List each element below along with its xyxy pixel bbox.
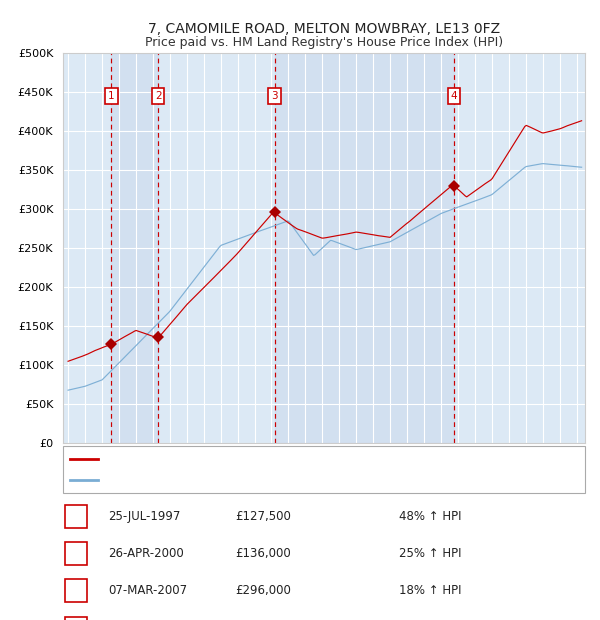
Text: 4: 4	[451, 91, 457, 100]
Text: 7, CAMOMILE ROAD, MELTON MOWBRAY, LE13 0FZ (detached house): 7, CAMOMILE ROAD, MELTON MOWBRAY, LE13 0…	[103, 454, 461, 464]
Text: 25% ↑ HPI: 25% ↑ HPI	[399, 547, 461, 560]
Text: 1: 1	[108, 91, 115, 100]
Text: 07-MAR-2007: 07-MAR-2007	[108, 585, 187, 597]
Text: 2: 2	[73, 549, 79, 559]
Bar	[275, 53, 454, 443]
Bar	[112, 53, 158, 443]
Text: 7, CAMOMILE ROAD, MELTON MOWBRAY, LE13 0FZ: 7, CAMOMILE ROAD, MELTON MOWBRAY, LE13 0…	[148, 22, 500, 36]
Text: HPI: Average price, detached house, Melton: HPI: Average price, detached house, Melt…	[103, 475, 331, 485]
Text: 26-APR-2000: 26-APR-2000	[108, 547, 184, 560]
Text: 3: 3	[271, 91, 278, 100]
Text: £127,500: £127,500	[235, 510, 291, 523]
Text: Price paid vs. HM Land Registry's House Price Index (HPI): Price paid vs. HM Land Registry's House …	[145, 36, 503, 49]
Text: £136,000: £136,000	[235, 547, 291, 560]
Text: 2: 2	[155, 91, 161, 100]
Text: 25-JUL-1997: 25-JUL-1997	[108, 510, 181, 523]
Text: 18% ↑ HPI: 18% ↑ HPI	[399, 585, 461, 597]
Text: 3: 3	[73, 586, 79, 596]
Text: 48% ↑ HPI: 48% ↑ HPI	[399, 510, 461, 523]
Text: 1: 1	[73, 512, 79, 521]
Text: £296,000: £296,000	[235, 585, 291, 597]
